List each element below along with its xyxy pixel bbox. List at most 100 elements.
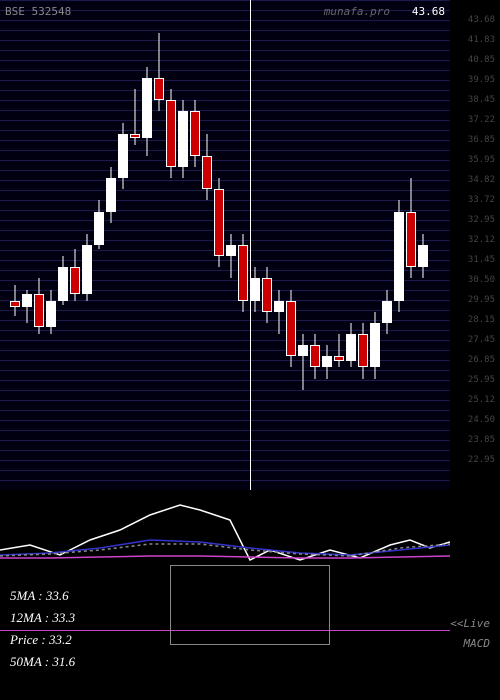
candle[interactable] <box>94 200 104 249</box>
ma50-stat: 50MA : 31.6 <box>10 651 490 673</box>
candle[interactable] <box>202 134 212 201</box>
candle[interactable] <box>106 167 116 223</box>
price-axis-label: 26.85 <box>468 355 495 365</box>
candle[interactable] <box>406 178 416 278</box>
candle[interactable] <box>394 200 404 311</box>
price-axis-label: 22.95 <box>468 455 495 465</box>
price-axis-label: 24.50 <box>468 415 495 425</box>
grid-line <box>0 210 450 211</box>
candle[interactable] <box>34 278 44 334</box>
candle[interactable] <box>22 290 32 323</box>
grid-line <box>0 160 450 161</box>
indicator-line <box>0 544 450 556</box>
candle[interactable] <box>334 334 344 367</box>
grid-line <box>0 80 450 81</box>
price-axis-label: 25.95 <box>468 375 495 385</box>
price-axis-label: 32.12 <box>468 235 495 245</box>
grid-line <box>0 70 450 71</box>
price-axis-label: 23.85 <box>468 435 495 445</box>
grid-line <box>0 50 450 51</box>
grid-line <box>0 470 450 471</box>
price-axis-label: 31.45 <box>468 255 495 265</box>
grid-line <box>0 220 450 221</box>
price-axis-label: 40.85 <box>468 55 495 65</box>
candle[interactable] <box>298 334 308 390</box>
candle[interactable] <box>190 100 200 167</box>
candle[interactable] <box>274 290 284 335</box>
current-price-label: 43.68 <box>412 5 445 18</box>
candle[interactable] <box>70 249 80 300</box>
grid-line <box>0 410 450 411</box>
candle[interactable] <box>358 323 368 379</box>
grid-line <box>0 420 450 421</box>
grid-line <box>0 180 450 181</box>
price-axis-label: 39.95 <box>468 75 495 85</box>
grid-line <box>0 130 450 131</box>
candle[interactable] <box>346 323 356 368</box>
candle[interactable] <box>238 234 248 312</box>
price-axis-label: 30.50 <box>468 275 495 285</box>
candle[interactable] <box>382 290 392 335</box>
candle[interactable] <box>118 123 128 190</box>
candle[interactable] <box>418 234 428 279</box>
grid-line <box>0 230 450 231</box>
price-axis: 43.68 41.83 40.85 39.95 38.45 37.22 36.85 35.95… <box>450 0 500 490</box>
grid-line <box>0 190 450 191</box>
grid-line <box>0 140 450 141</box>
price-axis-label: 27.45 <box>468 335 495 345</box>
candle[interactable] <box>82 234 92 301</box>
price-axis-label: 36.85 <box>468 135 495 145</box>
grid-line <box>0 250 450 251</box>
grid-line <box>0 240 450 241</box>
watermark-label: munafa.pro <box>324 5 390 18</box>
grid-line <box>0 400 450 401</box>
candle[interactable] <box>154 33 164 111</box>
grid-line <box>0 60 450 61</box>
price-axis-label: 34.82 <box>468 175 495 185</box>
candle[interactable] <box>250 267 260 312</box>
grid-line <box>0 360 450 361</box>
candle[interactable] <box>166 89 176 178</box>
candle[interactable] <box>10 285 20 316</box>
candle[interactable] <box>262 267 272 323</box>
price-axis-label: 32.95 <box>468 215 495 225</box>
crosshair-vertical <box>250 0 251 490</box>
grid-line <box>0 40 450 41</box>
grid-line <box>0 480 450 481</box>
grid-line <box>0 90 450 91</box>
candle[interactable] <box>130 89 140 145</box>
price-axis-label: 38.45 <box>468 95 495 105</box>
grid-line <box>0 430 450 431</box>
grid-line <box>0 380 450 381</box>
indicator-line <box>0 556 450 558</box>
grid-line <box>0 120 450 121</box>
candle[interactable] <box>370 312 380 379</box>
candle[interactable] <box>142 67 152 156</box>
grid-line <box>0 30 450 31</box>
candle[interactable] <box>178 100 188 178</box>
grid-line <box>0 170 450 171</box>
macd-histogram-box <box>170 565 330 645</box>
candle[interactable] <box>310 334 320 379</box>
candle[interactable] <box>58 256 68 305</box>
macd-label: MACD <box>464 637 491 650</box>
chart-container: BSE 532548 munafa.pro 43.68 43.68 41.83 40… <box>0 0 500 700</box>
grid-line <box>0 20 450 21</box>
price-axis-label: 35.95 <box>468 155 495 165</box>
price-axis-label: 25.12 <box>468 395 495 405</box>
price-axis-label: 43.68 <box>468 15 495 25</box>
candle[interactable] <box>46 290 56 335</box>
price-axis-label: 37.22 <box>468 115 495 125</box>
candle[interactable] <box>214 178 224 267</box>
symbol-label: BSE 532548 <box>5 5 71 18</box>
candlestick-chart[interactable]: BSE 532548 munafa.pro 43.68 <box>0 0 450 490</box>
grid-line <box>0 0 450 1</box>
candle[interactable] <box>322 345 332 378</box>
grid-line <box>0 340 450 341</box>
grid-line <box>0 440 450 441</box>
candle[interactable] <box>226 234 236 279</box>
candle[interactable] <box>286 290 296 368</box>
grid-line <box>0 100 450 101</box>
price-axis-label: 41.83 <box>468 35 495 45</box>
grid-line <box>0 200 450 201</box>
